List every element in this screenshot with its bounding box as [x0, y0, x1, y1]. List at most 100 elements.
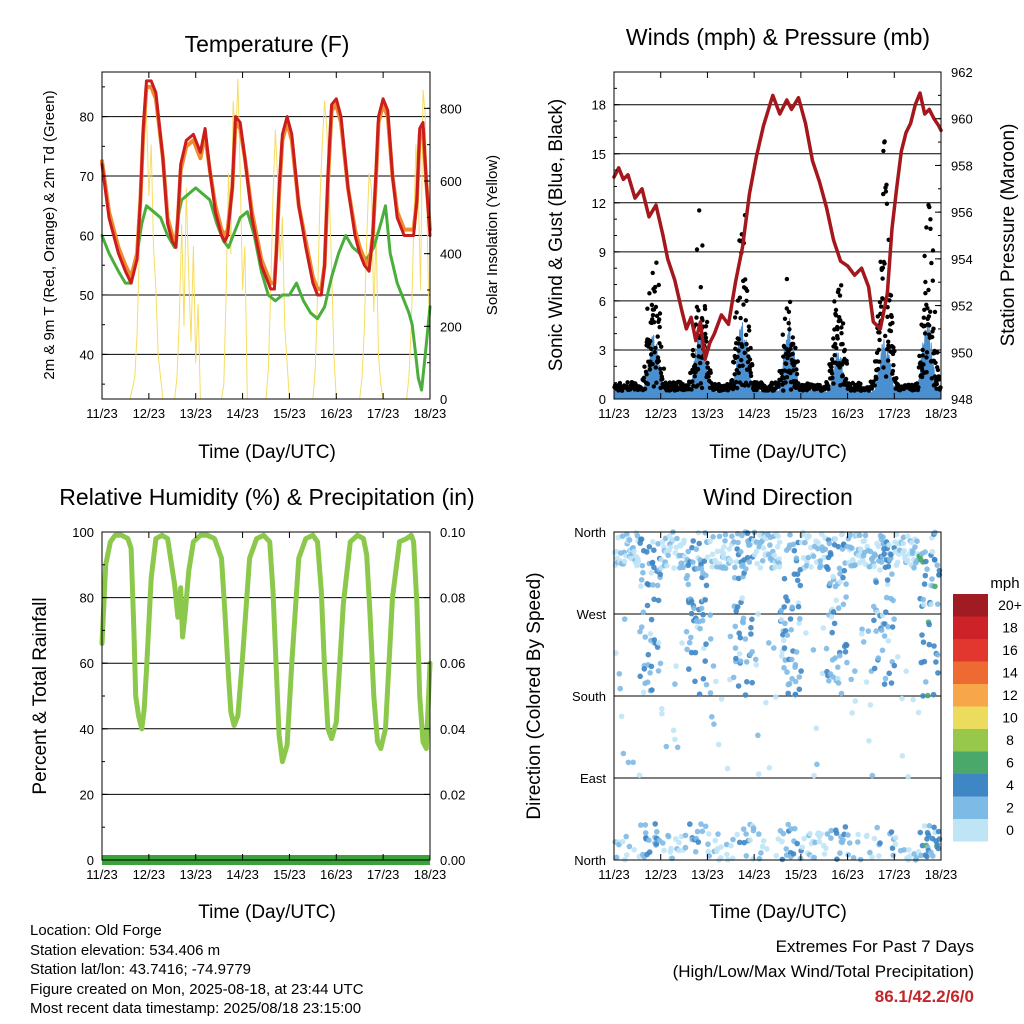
wind-direction-point	[900, 534, 907, 541]
wind-direction-point	[841, 567, 848, 574]
wind-direction-point	[711, 721, 717, 727]
wind-direction-point	[623, 833, 629, 840]
wind-direction-point	[747, 542, 753, 548]
gust-point	[837, 293, 843, 298]
wind-direction-point	[852, 562, 859, 568]
wind-direction-point	[935, 601, 941, 607]
wind-direction-point	[817, 558, 824, 564]
gust-point	[876, 347, 882, 352]
wind-direction-x-tick-label: 16/23	[831, 867, 864, 882]
wind-direction-point	[850, 557, 856, 564]
wind-direction-point	[654, 644, 661, 650]
wind-direction-point	[859, 626, 865, 632]
wind-direction-x-tick-label: 15/23	[785, 867, 818, 882]
wind-direction-point	[926, 621, 932, 628]
wind-direction-y-tick-label: South	[572, 689, 606, 704]
wind-direction-point	[833, 830, 840, 836]
wind-direction-point	[819, 670, 826, 677]
wind-direction-point	[738, 599, 744, 606]
wind-direction-point	[867, 849, 873, 856]
wind-direction-point	[724, 765, 731, 772]
wind-direction-point	[775, 533, 781, 539]
gust-point	[930, 248, 936, 253]
gust-point	[653, 345, 658, 351]
gust-point	[698, 360, 703, 366]
wind-direction-point	[779, 856, 786, 863]
wind-direction-point	[671, 565, 677, 571]
gust-point	[690, 379, 695, 384]
gust-point	[930, 334, 935, 340]
gust-point	[657, 311, 663, 316]
gust-point	[741, 302, 746, 307]
gust-point	[835, 336, 840, 341]
gust-point	[883, 189, 889, 194]
wind-direction-point	[781, 665, 787, 671]
wind-direction-point	[899, 695, 905, 702]
gust-point	[925, 306, 930, 311]
wind-direction-point	[670, 727, 677, 734]
wind-direction-point	[735, 575, 742, 582]
gust-point	[783, 361, 789, 366]
wind-direction-point	[688, 634, 694, 641]
gust-point	[697, 208, 702, 213]
wind-direction-point	[826, 678, 832, 684]
wind-direction-point	[931, 824, 937, 831]
temperature-x-tick-label: 12/23	[133, 406, 166, 421]
wind-direction-point	[648, 570, 655, 576]
solar-insolation-line	[129, 78, 431, 400]
gust-point	[923, 291, 928, 296]
gust-point	[920, 347, 925, 353]
wind-direction-point	[744, 530, 751, 536]
wind-direction-point	[786, 680, 793, 687]
colorbar-label: 2	[1006, 800, 1014, 816]
gust-point	[882, 261, 887, 266]
gust-point	[691, 353, 696, 359]
gust-point	[706, 374, 711, 379]
wind-direction-point	[793, 555, 800, 561]
wind-direction-point	[753, 539, 760, 545]
wind-direction-point	[843, 581, 849, 587]
gust-point	[921, 362, 926, 367]
wind-direction-point	[668, 845, 674, 852]
gust-point	[654, 313, 660, 319]
gust-point	[929, 376, 934, 381]
wind-direction-point	[784, 669, 790, 675]
wind-direction-point	[828, 827, 834, 834]
wind-direction-point	[875, 655, 882, 661]
wind-direction-point	[635, 558, 642, 565]
gust-point	[692, 374, 697, 379]
wind-direction-point	[842, 560, 848, 566]
wind-direction-point	[749, 679, 755, 686]
winds-y2-y-tick-label: 956	[951, 205, 973, 220]
gust-point	[840, 373, 845, 378]
wind-direction-point	[798, 668, 804, 674]
gust-point	[734, 385, 740, 391]
wind-direction-point	[692, 849, 699, 855]
gust-point	[648, 338, 653, 344]
wind-direction-point	[813, 725, 819, 731]
wind-direction-point	[872, 552, 879, 559]
wind-direction-point	[899, 753, 906, 759]
wind-direction-point	[863, 679, 870, 685]
gust-point	[744, 298, 749, 303]
wind-direction-point	[920, 596, 926, 603]
gust-point	[693, 322, 699, 327]
gust-point	[837, 315, 842, 320]
wind-direction-point	[867, 548, 874, 555]
gust-point	[931, 326, 936, 331]
wind-direction-x-tick-label: 18/23	[925, 867, 958, 882]
wind-direction-point	[665, 833, 672, 840]
wind-direction-point	[626, 843, 633, 850]
winds-y2-y-tick-label: 954	[951, 252, 973, 267]
wind-direction-point	[707, 690, 714, 696]
gust-point	[832, 299, 837, 304]
wind-direction-point	[613, 854, 620, 861]
temperature-y2-y-tick-label: 0	[440, 392, 447, 407]
wind-direction-point	[861, 538, 868, 544]
wind-direction-point	[738, 549, 744, 555]
humidity-y-tick-label: 80	[80, 591, 94, 606]
wind-direction-point	[733, 559, 740, 565]
gust-point	[750, 363, 755, 368]
gust-point	[788, 370, 793, 376]
